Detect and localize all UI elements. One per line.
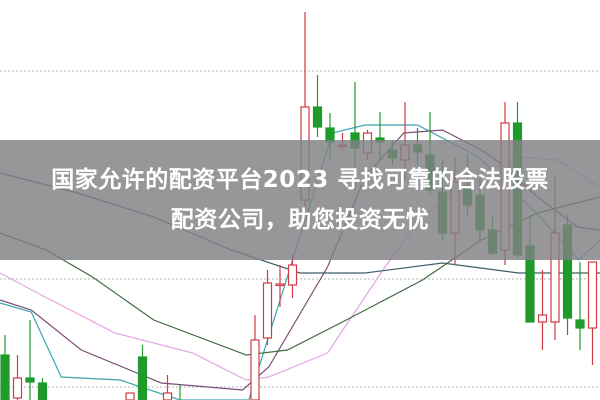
candle-body — [162, 392, 173, 400]
candle — [575, 262, 585, 350]
candle-body — [25, 377, 35, 383]
candle — [250, 315, 260, 400]
candle-body — [37, 382, 48, 400]
candle-body — [250, 339, 260, 400]
candle — [25, 320, 35, 400]
candle — [0, 335, 10, 400]
candle — [587, 261, 598, 365]
candle — [162, 375, 173, 400]
candle-body — [587, 261, 598, 329]
candle-body — [275, 283, 285, 287]
candle — [125, 392, 135, 400]
candle — [37, 378, 48, 400]
candle-body — [312, 106, 323, 128]
candle-body — [575, 319, 585, 329]
candle — [262, 270, 273, 345]
candle-body — [137, 356, 148, 400]
candle-body — [12, 377, 23, 399]
candle — [312, 75, 323, 137]
candle — [537, 270, 548, 350]
candle-body — [0, 354, 10, 400]
title-banner: 国家允许的配资平台2023 寻找可靠的合法股票 配资公司，助您投资无忧 — [0, 140, 600, 260]
candle — [137, 345, 148, 400]
candle-body — [262, 282, 273, 339]
candle — [275, 265, 285, 307]
candle-body — [125, 392, 135, 400]
banner-title-line-2: 配资公司，助您投资无忧 — [170, 207, 430, 233]
candle — [12, 355, 23, 400]
candle-body — [537, 314, 548, 323]
candle — [287, 255, 298, 298]
banner-title-line-1: 国家允许的配资平台2023 寻找可靠的合法股票 — [51, 167, 549, 193]
candle-body — [287, 264, 298, 286]
